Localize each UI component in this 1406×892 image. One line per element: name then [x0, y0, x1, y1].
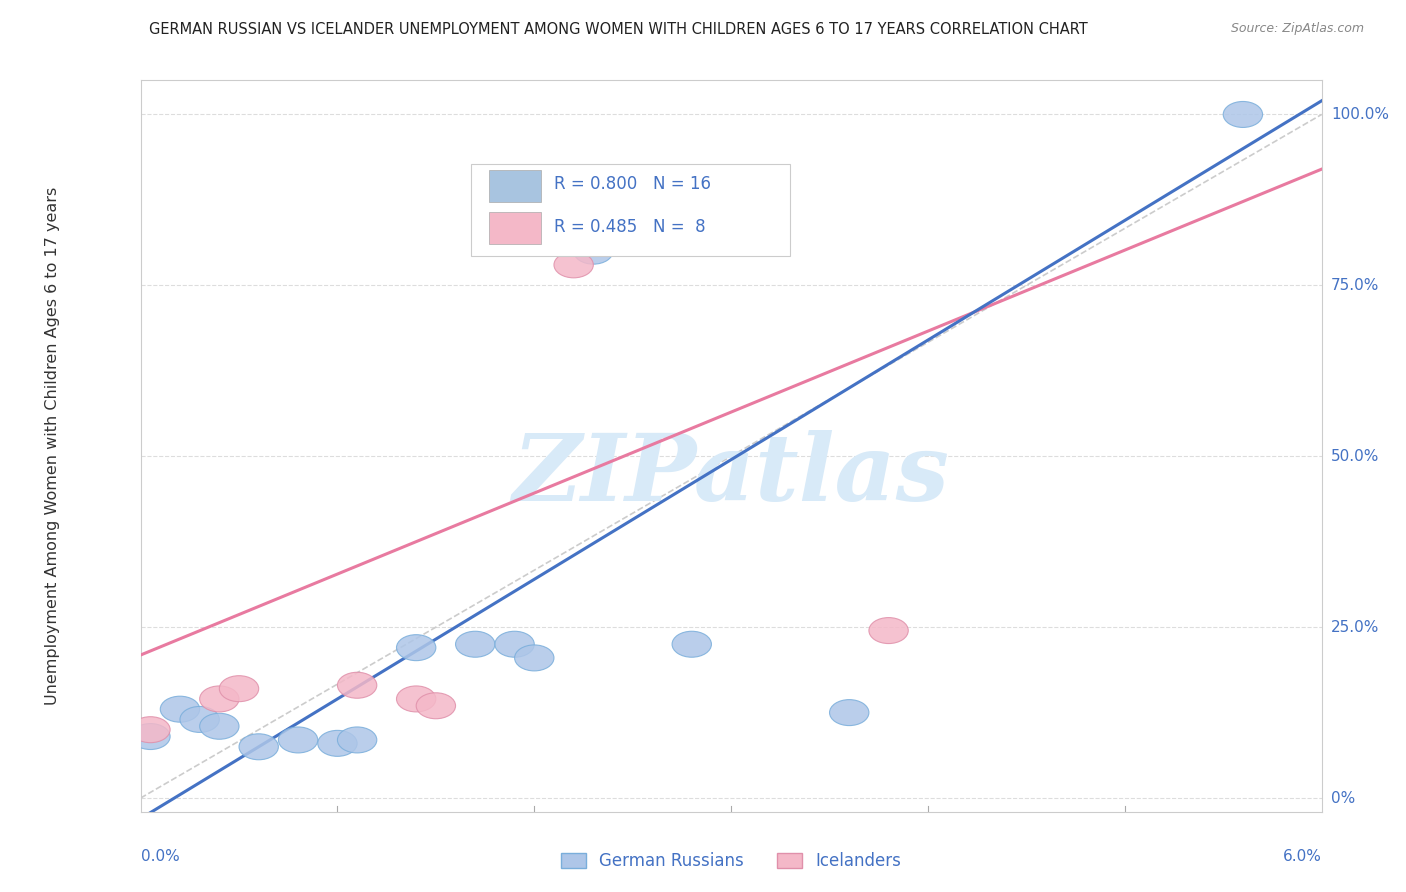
Ellipse shape — [180, 706, 219, 732]
Ellipse shape — [160, 696, 200, 723]
Text: 50.0%: 50.0% — [1331, 449, 1379, 464]
Ellipse shape — [396, 686, 436, 712]
Ellipse shape — [672, 632, 711, 657]
Ellipse shape — [869, 617, 908, 643]
Ellipse shape — [200, 714, 239, 739]
Ellipse shape — [515, 645, 554, 671]
FancyBboxPatch shape — [471, 164, 790, 256]
Ellipse shape — [219, 675, 259, 702]
Text: 100.0%: 100.0% — [1331, 107, 1389, 122]
Legend: German Russians, Icelanders: German Russians, Icelanders — [554, 846, 908, 877]
Ellipse shape — [200, 686, 239, 712]
FancyBboxPatch shape — [489, 169, 541, 202]
Text: 0.0%: 0.0% — [141, 849, 180, 864]
Text: ZIPatlas: ZIPatlas — [513, 430, 949, 520]
Ellipse shape — [574, 238, 613, 264]
Text: GERMAN RUSSIAN VS ICELANDER UNEMPLOYMENT AMONG WOMEN WITH CHILDREN AGES 6 TO 17 : GERMAN RUSSIAN VS ICELANDER UNEMPLOYMENT… — [149, 22, 1088, 37]
Text: 6.0%: 6.0% — [1282, 849, 1322, 864]
Text: 25.0%: 25.0% — [1331, 620, 1379, 634]
Ellipse shape — [131, 723, 170, 749]
Text: R = 0.485   N =  8: R = 0.485 N = 8 — [554, 218, 706, 235]
Ellipse shape — [396, 635, 436, 661]
Text: Unemployment Among Women with Children Ages 6 to 17 years: Unemployment Among Women with Children A… — [45, 187, 59, 705]
Ellipse shape — [554, 252, 593, 277]
Ellipse shape — [416, 693, 456, 719]
Ellipse shape — [318, 731, 357, 756]
Ellipse shape — [456, 632, 495, 657]
Ellipse shape — [495, 632, 534, 657]
Text: 0%: 0% — [1331, 790, 1355, 805]
Text: R = 0.800   N = 16: R = 0.800 N = 16 — [554, 175, 711, 194]
FancyBboxPatch shape — [489, 212, 541, 244]
Ellipse shape — [337, 727, 377, 753]
Ellipse shape — [1223, 102, 1263, 128]
Ellipse shape — [278, 727, 318, 753]
Text: 75.0%: 75.0% — [1331, 277, 1379, 293]
Ellipse shape — [239, 734, 278, 760]
Ellipse shape — [830, 699, 869, 725]
Ellipse shape — [131, 716, 170, 743]
Ellipse shape — [337, 673, 377, 698]
Text: Source: ZipAtlas.com: Source: ZipAtlas.com — [1230, 22, 1364, 36]
